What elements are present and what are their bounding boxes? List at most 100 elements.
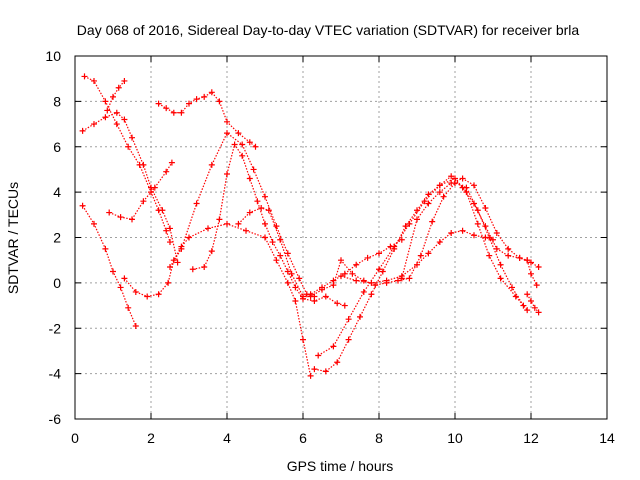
- data-point: [334, 359, 341, 366]
- data-point: [81, 73, 88, 80]
- data-point: [353, 261, 360, 268]
- data-series: [398, 175, 542, 282]
- data-point: [448, 180, 455, 187]
- data-point: [471, 232, 477, 239]
- y-tick-label: 6: [53, 139, 61, 155]
- data-point: [360, 288, 367, 295]
- data-point: [398, 275, 405, 282]
- data-point: [132, 288, 139, 295]
- data-point: [186, 234, 192, 241]
- data-point: [376, 266, 382, 273]
- data-point: [201, 263, 208, 270]
- data-point: [216, 98, 223, 105]
- data-point: [262, 193, 268, 200]
- data-point: [159, 207, 166, 214]
- data-point: [113, 109, 120, 116]
- x-axis-label: GPS time / hours: [287, 458, 394, 474]
- data-point: [357, 313, 363, 320]
- x-tick-label: 12: [523, 430, 539, 446]
- data-point: [144, 293, 151, 300]
- grid-lines: [75, 56, 607, 419]
- data-point: [174, 259, 181, 266]
- data-point: [132, 322, 139, 329]
- data-point: [79, 127, 86, 134]
- data-point: [165, 279, 172, 286]
- data-series: [79, 202, 139, 329]
- data-point: [224, 130, 230, 137]
- data-series: [167, 130, 318, 300]
- series-line: [84, 75, 171, 243]
- data-point: [353, 277, 360, 284]
- data-point: [368, 279, 375, 286]
- y-tick-label: 8: [53, 93, 61, 109]
- series-line: [340, 230, 494, 284]
- data-point: [273, 257, 280, 264]
- data-point: [486, 252, 493, 259]
- data-point: [110, 268, 116, 275]
- data-point: [193, 200, 200, 207]
- y-tick-label: 0: [53, 275, 61, 291]
- data-point: [117, 214, 124, 221]
- data-point: [528, 259, 534, 266]
- data-point: [307, 293, 314, 300]
- data-point: [117, 284, 124, 291]
- data-point: [448, 173, 455, 180]
- data-point: [284, 250, 291, 257]
- data-point: [104, 107, 111, 114]
- data-point: [235, 130, 242, 137]
- data-point: [482, 234, 489, 241]
- data-series: [338, 227, 496, 286]
- x-tick-label: 2: [147, 430, 155, 446]
- data-point: [189, 266, 196, 273]
- data-point: [115, 84, 122, 91]
- data-point: [395, 277, 401, 284]
- data-point: [524, 257, 531, 264]
- y-axis-label: SDTVAR / TECUs: [5, 182, 21, 294]
- data-point: [277, 236, 284, 243]
- y-tick-label: 10: [45, 48, 61, 64]
- axis-ticks: [74, 55, 608, 420]
- x-tick-label: 0: [71, 430, 79, 446]
- data-point: [91, 220, 97, 227]
- data-point: [262, 220, 268, 227]
- data-point: [398, 236, 405, 243]
- series-line: [317, 177, 528, 357]
- data-point: [250, 166, 257, 173]
- x-tick-label: 8: [375, 430, 383, 446]
- data-point: [170, 109, 177, 116]
- data-point: [155, 291, 162, 298]
- data-point: [102, 114, 109, 121]
- data-point: [459, 175, 466, 182]
- chart-title: Day 068 of 2016, Sidereal Day-to-day VTE…: [77, 22, 580, 38]
- data-point: [497, 261, 504, 268]
- series-line: [526, 293, 540, 313]
- data-point: [106, 209, 113, 216]
- data-point: [91, 121, 97, 128]
- data-point: [421, 198, 428, 205]
- data-point: [311, 298, 318, 305]
- data-point: [315, 352, 322, 359]
- data-point: [205, 225, 211, 232]
- series-line: [310, 182, 524, 306]
- data-series: [81, 73, 173, 246]
- data-point: [425, 200, 432, 207]
- data-point: [246, 175, 253, 182]
- data-point: [163, 168, 170, 175]
- data-point: [474, 220, 481, 227]
- data-point: [524, 307, 531, 314]
- data-point: [330, 282, 337, 289]
- data-point: [516, 254, 523, 261]
- data-series: [106, 159, 175, 223]
- data-point: [140, 161, 147, 168]
- data-series: [155, 89, 259, 150]
- data-point: [535, 309, 542, 316]
- data-point: [524, 291, 531, 298]
- data-series: [121, 220, 314, 379]
- y-tick-label: 4: [53, 184, 61, 200]
- data-point: [490, 236, 496, 243]
- x-tick-label: 10: [447, 430, 463, 446]
- data-point: [372, 282, 379, 289]
- data-point: [129, 134, 135, 141]
- data-point: [463, 184, 470, 191]
